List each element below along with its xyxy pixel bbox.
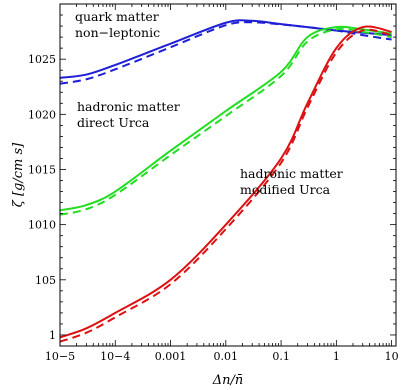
x-tick-label: 0.01 <box>214 350 239 363</box>
x-tick-label: 10−4 <box>100 350 130 363</box>
series-line-0 <box>59 19 392 79</box>
x-axis-label: Δn/n̄ <box>212 373 244 388</box>
y-tick-label: 1010 <box>28 219 56 232</box>
plot-frame <box>59 3 397 347</box>
y-axis-label: ζ [g/cm s] <box>11 142 26 207</box>
annotation-quark-line1: quark matter <box>75 9 159 24</box>
x-tick-label: 10−5 <box>45 350 75 363</box>
annotation-direct-urca-line2: direct Urca <box>77 115 150 130</box>
y-tick-label: 1015 <box>28 163 56 176</box>
x-tick-label: 0.1 <box>272 350 290 363</box>
annotation-modified-urca-line2: modified Urca <box>240 182 331 197</box>
annotation-quark-line2: non−leptonic <box>75 25 160 40</box>
series-line-1 <box>59 21 392 85</box>
series-line-5 <box>59 28 392 343</box>
y-tick-label: 1025 <box>28 53 56 66</box>
tick-layer: 10−5 10−4 0.001 0.01 0.1 1 10 1 105 1010 1015 1020 1… <box>28 3 399 363</box>
series-line-4 <box>59 25 392 339</box>
series-layer <box>59 19 392 343</box>
y-tick-label: 1020 <box>28 108 56 121</box>
annotation-modified-urca-line1: hadronic matter <box>240 166 343 181</box>
annotation-direct-urca-line1: hadronic matter <box>77 99 180 114</box>
y-tick-label: 105 <box>35 274 56 287</box>
y-tick-label: 1 <box>49 329 56 342</box>
series-line-3 <box>59 27 392 216</box>
x-tick-label: 0.001 <box>155 350 187 363</box>
series-line-2 <box>59 25 392 212</box>
x-tick-label: 1 <box>333 350 340 363</box>
x-tick-label: 10 <box>385 350 399 363</box>
